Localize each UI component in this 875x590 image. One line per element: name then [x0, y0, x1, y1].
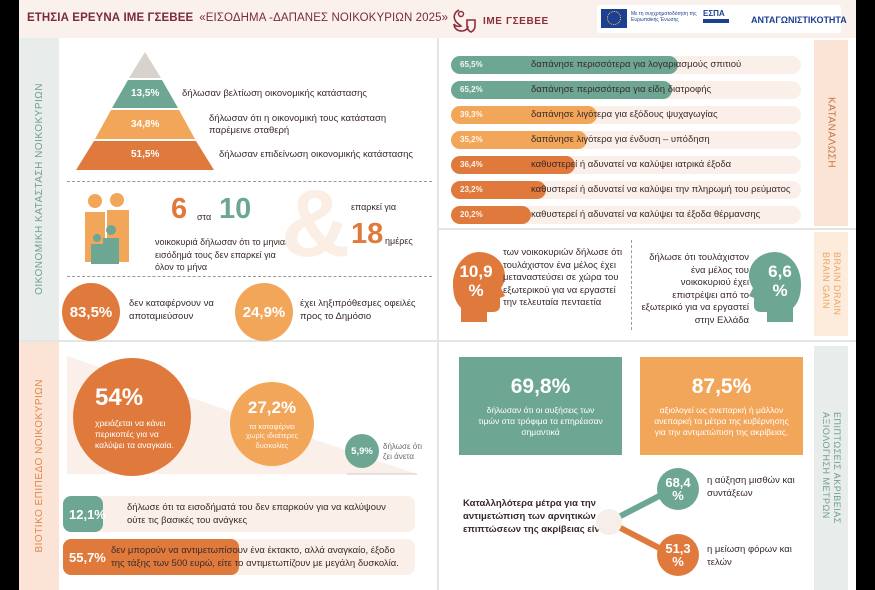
header: ΕΤΗΣΙΑ ΕΡΕΥΝΑ ΙΜΕ ΓΣΕΒΕΕ «ΕΙΣΟΔΗΜΑ -ΔΑΠΑΝ… [19, 0, 856, 38]
ratio-numerator: 6 [171, 193, 188, 225]
brain-drain-text: των νοικοκυριών δήλωσε ότι τουλάχιστον έ… [503, 247, 623, 308]
pyramid-label-stable: δήλωσαν ότι η οικονομική τους κατάσταση … [209, 113, 387, 136]
ime-gsevee-logo: ΙΜΕ ΓΣΕΒΕΕ [449, 6, 579, 36]
measures-intro: Καταλληλότερα μέτρα για την αντιμετώπιση… [463, 498, 609, 535]
logo-name: ΙΜΕ ΓΣΕΒΕΕ [483, 16, 549, 27]
gov-measures-box: 87,5% αξιολογεί ως ανεπαρκή ή μάλλον ανε… [640, 357, 803, 455]
taxes-value-circle: 51,3% [657, 534, 699, 576]
ratio-connector: στα [197, 212, 212, 222]
financial-status-pyramid [76, 52, 214, 170]
section-label-living-standard: ΒΙΟΤΙΚΟ ΕΠΙΠΕΔΟ ΝΟΙΚΟΚΥΡΙΩΝ [19, 342, 59, 590]
section-label-precision: ΕΠΙΠΤΩΣΕΙΣ ΑΚΡΙΒΕΙΑΣ ΑΞΙΟΛΟΓΗΣΗ ΜΕΤΡΩΝ [814, 346, 848, 590]
consumption-bar-row: 65,2% δαπάνησε περισσότερα για είδη διατ… [451, 81, 801, 99]
taxes-label: η μείωση φόρων και τελών [707, 544, 792, 568]
brain-gain-text: δήλωσε ότι τουλάχιστον ένα μέλος του νοι… [641, 252, 749, 326]
consumption-bar-row: 36,4% καθυστερεί ή αδυνατεί να καλύψει ι… [451, 156, 801, 174]
pyramid-label-improved: δήλωσαν βελτίωση οικονομικής κατάστασης [182, 88, 367, 99]
section-label-brain-drain: BRAIN DRAIN BRAIN GAIN [814, 232, 848, 336]
cuts-label: χρειάζεται να κάνει περικοπές για να καλ… [95, 417, 174, 450]
dashed-divider-vertical [631, 240, 632, 330]
title-bold: ΕΤΗΣΙΑ ΕΡΕΥΝΑ ΙΜΕ ΓΣΕΒΕΕ [27, 12, 194, 24]
manage-label: τα καταφέρνει χωρίς ιδιαίτερες δυσκολίες [245, 421, 299, 450]
consumption-bar-row: 23,2% καθυστερεί ή αδυνατεί να καλύψει τ… [451, 181, 801, 199]
bar-fill [451, 181, 546, 199]
emergency-expense-row: 55,7% δεν μπορούν να αντιμετωπίσουν ένα … [63, 539, 415, 575]
dashed-divider [67, 276, 432, 277]
family-icon [85, 193, 129, 264]
divider-left [19, 340, 439, 342]
bar-fill [451, 106, 597, 124]
eu-flag-icon [601, 9, 627, 28]
page-title: ΕΤΗΣΙΑ ΕΡΕΥΝΑ ΙΜΕ ΓΣΕΒΕΕ «ΕΙΣΟΔΗΜΑ -ΔΑΠΑΝ… [27, 12, 448, 24]
consumption-bar-row: 65,5% δαπάνησε περισσότερα για λογαριασμ… [451, 56, 801, 74]
basic-needs-row: 12,1% δήλωσε ότι τα εισοδήματά του δεν ε… [63, 496, 415, 532]
infographic: ΕΤΗΣΙΑ ΕΡΕΥΝΑ ΙΜΕ ΓΣΕΒΕΕ «ΕΙΣΟΔΗΜΑ -ΔΑΠΑΝ… [19, 0, 856, 590]
espa-funding-banner: Με τη συγχρηματοδότηση της Ευρωπαϊκής Έν… [597, 5, 847, 33]
pyramid-value-improved: 13,5% [131, 88, 160, 99]
logo-tagline [483, 8, 484, 13]
divider-right-top [439, 228, 856, 230]
logo-subtitle [483, 28, 484, 33]
consumption-bar-row: 39,3% δαπάνησε λιγότερα για εξόδους ψυχα… [451, 106, 801, 124]
espa-logo: ΕΣΠΑ [703, 9, 729, 23]
head-silhouette-icon [749, 252, 801, 322]
food-prices-value: 69,8% [510, 375, 571, 398]
wages-value-circle: 68,4% [657, 468, 699, 510]
head-silhouette-icon [453, 252, 505, 322]
basic-needs-label: δήλωσε ότι τα εισοδήματά του δεν επαρκού… [127, 502, 386, 526]
ratio-denominator: 10 [219, 193, 252, 225]
bar-fill [451, 56, 678, 74]
consumption-bar-row: 20,2% καθυστερεί ή αδυνατεί να καλύψει τ… [451, 206, 801, 224]
divider-vertical [437, 38, 439, 590]
lion-shield-icon [453, 9, 476, 33]
gov-measures-value: 87,5% [691, 375, 752, 398]
bar-fill [451, 206, 531, 224]
emergency-expense-label: δεν μπορούν να αντιμετωπίσουν ένα έκτακτ… [111, 545, 399, 569]
food-prices-box: 69,8% δήλωσαν ότι οι αυξήσεις των τιμών … [459, 357, 622, 455]
ampersand-decoration: & [281, 170, 351, 277]
eu-cofunding-text: Με τη συγχρηματοδότηση της Ευρωπαϊκής Έν… [631, 11, 697, 23]
food-prices-label: δήλωσαν ότι οι αυξήσεις των τιμών στα τρ… [478, 405, 603, 437]
arrears-value-circle: 24,9% [235, 283, 293, 341]
dashed-divider [67, 181, 432, 182]
manage-value: 27,2% [247, 397, 297, 417]
divider-right-mid [439, 340, 856, 342]
cuts-value: 54% [95, 383, 144, 411]
section-label-consumption: ΚΑΤΑΝΑΛΩΣΗ [814, 40, 848, 226]
pyramid-value-stable: 34,8% [131, 119, 160, 130]
savings-value-circle: 83,5% [62, 283, 120, 341]
cuts-circle: 54% χρειάζεται να κάνει περικοπές για να… [73, 358, 191, 476]
income-shortfall-description: νοικοκυριά δήλωσαν ότι το μηνιαίο εισόδη… [155, 237, 293, 272]
brain-gain-value: 6,6% [768, 262, 792, 300]
bar-fill [451, 81, 672, 99]
section-label-financial-status: ΟΙΚΟΝΟΜΙΚΗ ΚΑΤΑΣΤΑΣΗ ΝΟΙΚΟΚΥΡΙΩΝ [19, 38, 59, 340]
comfortable-value-circle: 5,9% [345, 434, 379, 468]
manage-circle: 27,2% τα καταφέρνει χωρίς ιδιαίτερες δυσ… [230, 382, 314, 466]
consumption-bar-row: 35,2% δαπάνησε λιγότερα για ένδυση – υπό… [451, 131, 801, 149]
arrears-label: έχει ληξιπρόθεσμες οφειλές προς το Δημόσ… [300, 298, 416, 322]
basic-needs-value: 12,1% [63, 496, 106, 532]
title-subtitle: «ΕΙΣΟΔΗΜΑ -ΔΑΠΑΝΕΣ ΝΟΙΚΟΚΥΡΙΩΝ 2025» [199, 12, 449, 24]
emergency-expense-bar: 55,7% [63, 539, 239, 575]
income-lasts-unit: ημέρες [385, 236, 413, 246]
pyramid-label-worsened: δήλωσαν επιδείνωση οικονομικής κατάσταση… [219, 149, 413, 160]
comfortable-label: δήλωσε ότι ζει άνετα [383, 442, 423, 461]
income-lasts-days: 18 [351, 218, 384, 250]
program-name: ΑΝΤΑΓΩΝΙΣΤΙΚΟΤΗΤΑ [751, 15, 847, 25]
gov-measures-label: αξιολογεί ως ανεπαρκή ή μάλλον ανεπαρκή … [654, 405, 789, 437]
bar-fill [451, 131, 587, 149]
brain-drain-value: 10,9% [459, 262, 493, 300]
pyramid-value-worsened: 51,5% [131, 149, 160, 160]
income-lasts-prefix: επαρκεί για [351, 202, 397, 212]
savings-label: δεν καταφέρνουν να αποταμιεύσουν [129, 298, 214, 322]
wages-label: η αύξηση μισθών και συντάξεων [707, 475, 795, 499]
bar-fill [451, 156, 575, 174]
